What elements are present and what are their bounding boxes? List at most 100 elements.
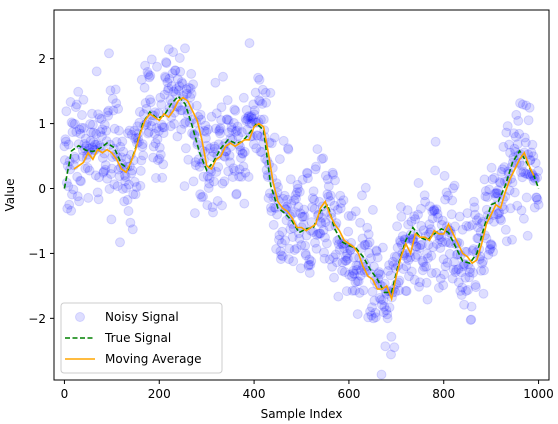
noisy-point bbox=[396, 211, 407, 222]
noisy-point bbox=[386, 331, 397, 342]
noisy-point bbox=[296, 240, 307, 251]
noisy-point bbox=[299, 211, 310, 222]
noisy-point bbox=[426, 250, 437, 261]
noisy-point bbox=[265, 87, 276, 98]
noisy-point bbox=[257, 84, 268, 95]
noisy-point bbox=[457, 282, 468, 293]
noisy-point bbox=[423, 253, 433, 264]
noisy-point bbox=[163, 44, 174, 55]
noisy-point bbox=[260, 87, 271, 98]
noisy-point bbox=[522, 230, 533, 241]
noisy-point bbox=[337, 257, 348, 268]
x-tick-label: 400 bbox=[243, 387, 266, 401]
noisy-point bbox=[441, 187, 452, 198]
noisy-point bbox=[509, 143, 520, 154]
noisy-point bbox=[194, 161, 205, 172]
noisy-point bbox=[111, 98, 122, 109]
noisy-point bbox=[504, 139, 515, 150]
y-tick-label: −2 bbox=[28, 312, 46, 326]
noisy-point bbox=[354, 287, 365, 298]
noisy-point bbox=[371, 246, 382, 257]
noisy-point bbox=[381, 305, 392, 316]
noisy-point bbox=[513, 115, 524, 126]
noisy-point bbox=[468, 267, 479, 278]
noisy-point bbox=[508, 152, 519, 163]
noisy-point bbox=[214, 126, 225, 137]
noisy-point bbox=[495, 213, 506, 224]
noisy-point bbox=[240, 167, 251, 178]
noisy-point bbox=[440, 194, 451, 205]
noisy-point bbox=[493, 208, 504, 219]
noisy-point bbox=[319, 247, 329, 258]
noisy-point bbox=[382, 313, 393, 324]
y-tick-label: 0 bbox=[38, 182, 46, 196]
noisy-point bbox=[489, 216, 499, 227]
noisy-point bbox=[470, 209, 480, 220]
noisy-point bbox=[160, 72, 171, 83]
noisy-point bbox=[174, 81, 185, 92]
noisy-point bbox=[195, 189, 206, 200]
noisy-point bbox=[238, 161, 249, 172]
noisy-point bbox=[93, 109, 104, 120]
noisy-point bbox=[275, 254, 286, 265]
noisy-point bbox=[330, 175, 340, 186]
noisy-point bbox=[201, 126, 212, 137]
noisy-point bbox=[252, 130, 263, 141]
noisy-point bbox=[241, 115, 252, 126]
noisy-point bbox=[202, 171, 213, 182]
noisy-point bbox=[520, 168, 531, 179]
noisy-point bbox=[225, 157, 236, 168]
noisy-point bbox=[174, 53, 185, 63]
noisy-point bbox=[347, 285, 358, 296]
noisy-point bbox=[120, 176, 131, 187]
noisy-point bbox=[124, 179, 134, 190]
noisy-point bbox=[453, 277, 464, 288]
noisy-point bbox=[156, 119, 167, 130]
noisy-point bbox=[124, 125, 135, 136]
noisy-point bbox=[218, 71, 228, 82]
y-axis-label: Value bbox=[3, 179, 17, 212]
noisy-point bbox=[335, 190, 346, 201]
noisy-point bbox=[208, 207, 218, 218]
noisy-point bbox=[514, 128, 525, 139]
noisy-point bbox=[222, 114, 233, 125]
noisy-point bbox=[239, 198, 250, 209]
noisy-point bbox=[145, 70, 156, 81]
noisy-point bbox=[480, 191, 491, 202]
noisy-point bbox=[373, 273, 384, 284]
noisy-point bbox=[105, 85, 116, 96]
noisy-point bbox=[189, 130, 200, 141]
noisy-point bbox=[386, 349, 396, 360]
noisy-point bbox=[295, 208, 306, 219]
noisy-point bbox=[78, 94, 89, 105]
noisy-point bbox=[137, 141, 148, 152]
noisy-point bbox=[318, 225, 329, 236]
noisy-point bbox=[155, 149, 166, 160]
noisy-point bbox=[188, 79, 199, 90]
noisy-point bbox=[311, 243, 322, 254]
noisy-point bbox=[68, 184, 79, 195]
noisy-point bbox=[179, 181, 190, 192]
noisy-point bbox=[162, 77, 173, 88]
noisy-point bbox=[371, 245, 382, 256]
noisy-point bbox=[60, 134, 71, 145]
x-tick-label: 600 bbox=[337, 387, 360, 401]
noisy-point bbox=[388, 260, 399, 271]
noisy-point bbox=[413, 209, 423, 220]
noisy-point bbox=[192, 139, 203, 150]
noisy-point bbox=[142, 67, 153, 77]
noisy-point bbox=[508, 128, 519, 139]
noisy-point bbox=[353, 276, 364, 287]
noisy-point bbox=[476, 265, 487, 276]
noisy-point bbox=[364, 237, 375, 248]
noisy-point bbox=[275, 246, 286, 257]
noisy-point bbox=[290, 207, 301, 218]
noisy-point bbox=[421, 261, 432, 272]
noisy-point bbox=[428, 242, 439, 253]
noisy-point bbox=[148, 141, 159, 152]
noisy-point bbox=[417, 255, 428, 266]
noisy-point bbox=[429, 204, 440, 215]
noisy-point bbox=[85, 136, 96, 147]
noisy-point bbox=[311, 229, 322, 240]
noisy-point bbox=[72, 171, 83, 182]
